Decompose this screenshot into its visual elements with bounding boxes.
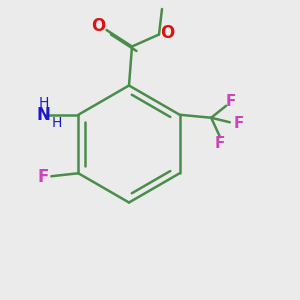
Text: H: H	[52, 116, 62, 130]
Text: N: N	[37, 106, 51, 124]
Text: O: O	[91, 17, 105, 35]
Text: F: F	[215, 136, 225, 151]
Text: F: F	[37, 168, 49, 186]
Text: O: O	[160, 24, 175, 42]
Text: F: F	[226, 94, 236, 109]
Text: F: F	[234, 116, 244, 131]
Text: H: H	[39, 96, 49, 110]
